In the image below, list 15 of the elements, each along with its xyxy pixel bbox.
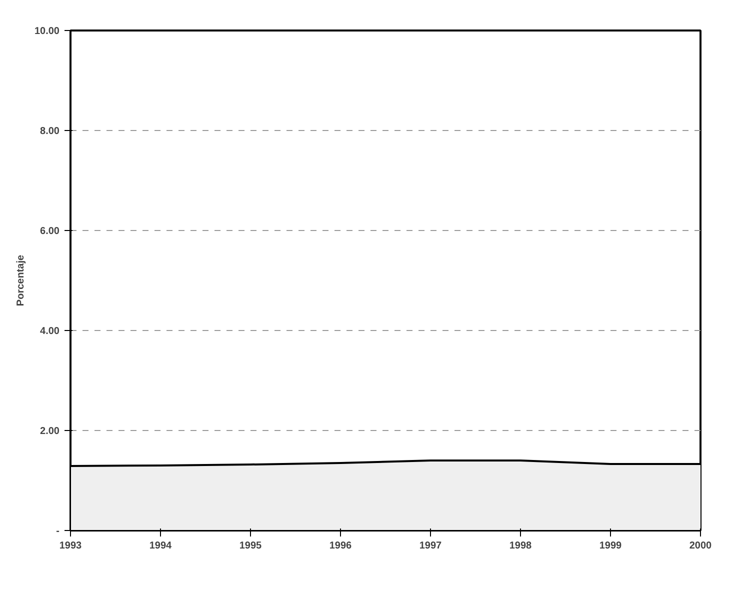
x-tick-label: 1996	[329, 540, 352, 552]
x-tick-label: 1993	[59, 540, 82, 552]
y-tick-label: 6.00	[40, 226, 60, 237]
y-tick-label: 8.00	[40, 126, 60, 137]
y-tick-label: 10.00	[34, 26, 60, 37]
y-tick-label: 2.00	[40, 426, 60, 437]
x-tick-label: 1999	[599, 540, 622, 552]
x-tick-label: 1995	[239, 540, 262, 552]
y-axis-title: Porcentaje	[15, 254, 26, 306]
y-tick-label: 4.00	[40, 326, 60, 337]
x-tick-label: 2000	[689, 540, 712, 552]
x-tick-label: 1997	[419, 540, 442, 552]
x-tick-label: 1998	[509, 540, 532, 552]
y-tick-label: -	[56, 526, 60, 537]
x-tick-label: 1994	[149, 540, 172, 552]
